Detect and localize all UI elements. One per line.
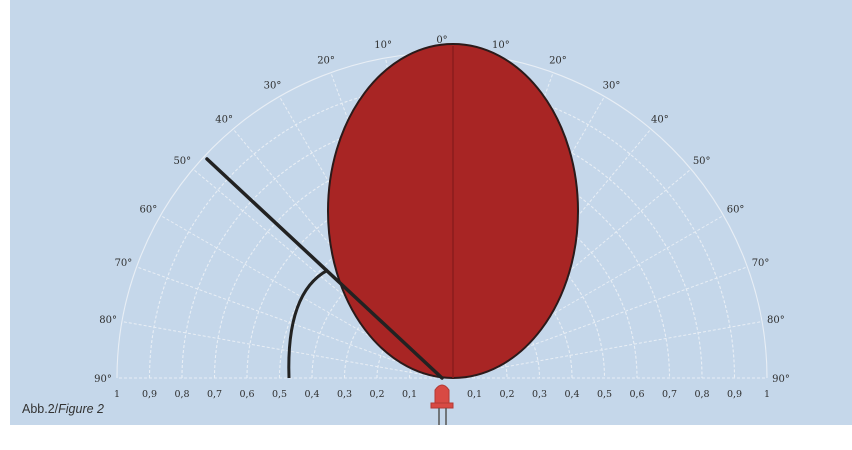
angle-label-left: 10°: [374, 40, 392, 51]
scale-label-left: 0,1: [402, 389, 417, 400]
scale-label-right: 0,1: [467, 389, 482, 400]
scale-label-right: 1: [764, 389, 770, 400]
angle-label-left: 50°: [173, 156, 191, 167]
scale-label-right: 0,4: [564, 389, 579, 400]
angle-label-right: 70°: [752, 258, 770, 269]
scale-label-left: 0,3: [337, 389, 352, 400]
scale-label-left: 0,6: [239, 389, 254, 400]
angle-label-left: 30°: [264, 80, 282, 91]
angle-label-right: 30°: [603, 80, 621, 91]
diagram-panel: 0° 10° 20° 30° 40° 50° 60° 70° 80° 90° 10° 20° 30° 40…: [10, 0, 852, 425]
grid-spoke: [121, 321, 443, 379]
caption-prefix: Abb.2/: [22, 402, 59, 416]
angle-labels: 0° 10° 20° 30° 40° 50° 60° 70° 80° 90° 10° 20° 30° 40…: [94, 35, 790, 385]
angle-label-right: 20°: [549, 55, 567, 66]
scale-label-left: 0,7: [207, 389, 222, 400]
scale-label-left: 0,4: [304, 389, 319, 400]
scale-label-left: 1: [114, 389, 120, 400]
angle-label-left: 40°: [215, 114, 233, 125]
scale-label-right: 0,9: [727, 389, 742, 400]
angle-label-left: 60°: [140, 205, 158, 216]
angle-label-right: 10°: [492, 40, 510, 51]
radiation-pattern-diagram: 0° 10° 20° 30° 40° 50° 60° 70° 80° 90° 10° 20° 30° 40…: [94, 35, 790, 425]
angle-label-right: 40°: [651, 114, 669, 125]
angle-label-left: 80°: [99, 315, 117, 326]
scale-label-left: 0,2: [369, 389, 384, 400]
scale-labels: 1 0,9 0,8 0,7 0,6 0,5 0,4 0,3 0,2 0,1 0,1 0,2 0,3 0,4…: [114, 389, 770, 400]
scale-label-right: 0,6: [629, 389, 644, 400]
grid-spoke: [136, 266, 443, 379]
half-angle-line: [205, 157, 444, 380]
caption-italic: Figure 2: [58, 402, 104, 416]
angle-label-right: 60°: [727, 205, 745, 216]
scale-label-right: 0,2: [499, 389, 514, 400]
angle-label-left: 20°: [317, 55, 335, 66]
scale-label-right: 0,3: [532, 389, 547, 400]
led-body: [434, 384, 450, 405]
grid-ring: [181, 117, 703, 379]
angle-label-left: 70°: [115, 258, 133, 269]
scale-label-right: 0,8: [694, 389, 709, 400]
angle-label-left: 0°: [436, 35, 447, 46]
angle-label-right: 50°: [693, 156, 711, 167]
scale-label-right: 0,7: [662, 389, 677, 400]
scale-label-right: 0,5: [597, 389, 612, 400]
led-rim: [430, 402, 454, 409]
led-icon: [430, 384, 454, 425]
footer-strip: [0, 425, 852, 450]
grid-spoke: [192, 168, 443, 379]
scale-label-left: 0,5: [272, 389, 287, 400]
scale-label-left: 0,9: [142, 389, 157, 400]
scale-label-left: 0,8: [174, 389, 189, 400]
grid-spoke: [441, 266, 748, 379]
grid-ring: [311, 247, 573, 379]
angle-label-left: 90°: [94, 374, 112, 385]
angle-label-right: 90°: [772, 374, 790, 385]
half-intensity-arc: [287, 268, 329, 379]
grid-spoke: [441, 321, 763, 379]
grid-spoke: [441, 215, 724, 379]
figure-caption: Abb.2/Figure 2: [22, 402, 104, 416]
angle-label-right: 80°: [767, 315, 785, 326]
